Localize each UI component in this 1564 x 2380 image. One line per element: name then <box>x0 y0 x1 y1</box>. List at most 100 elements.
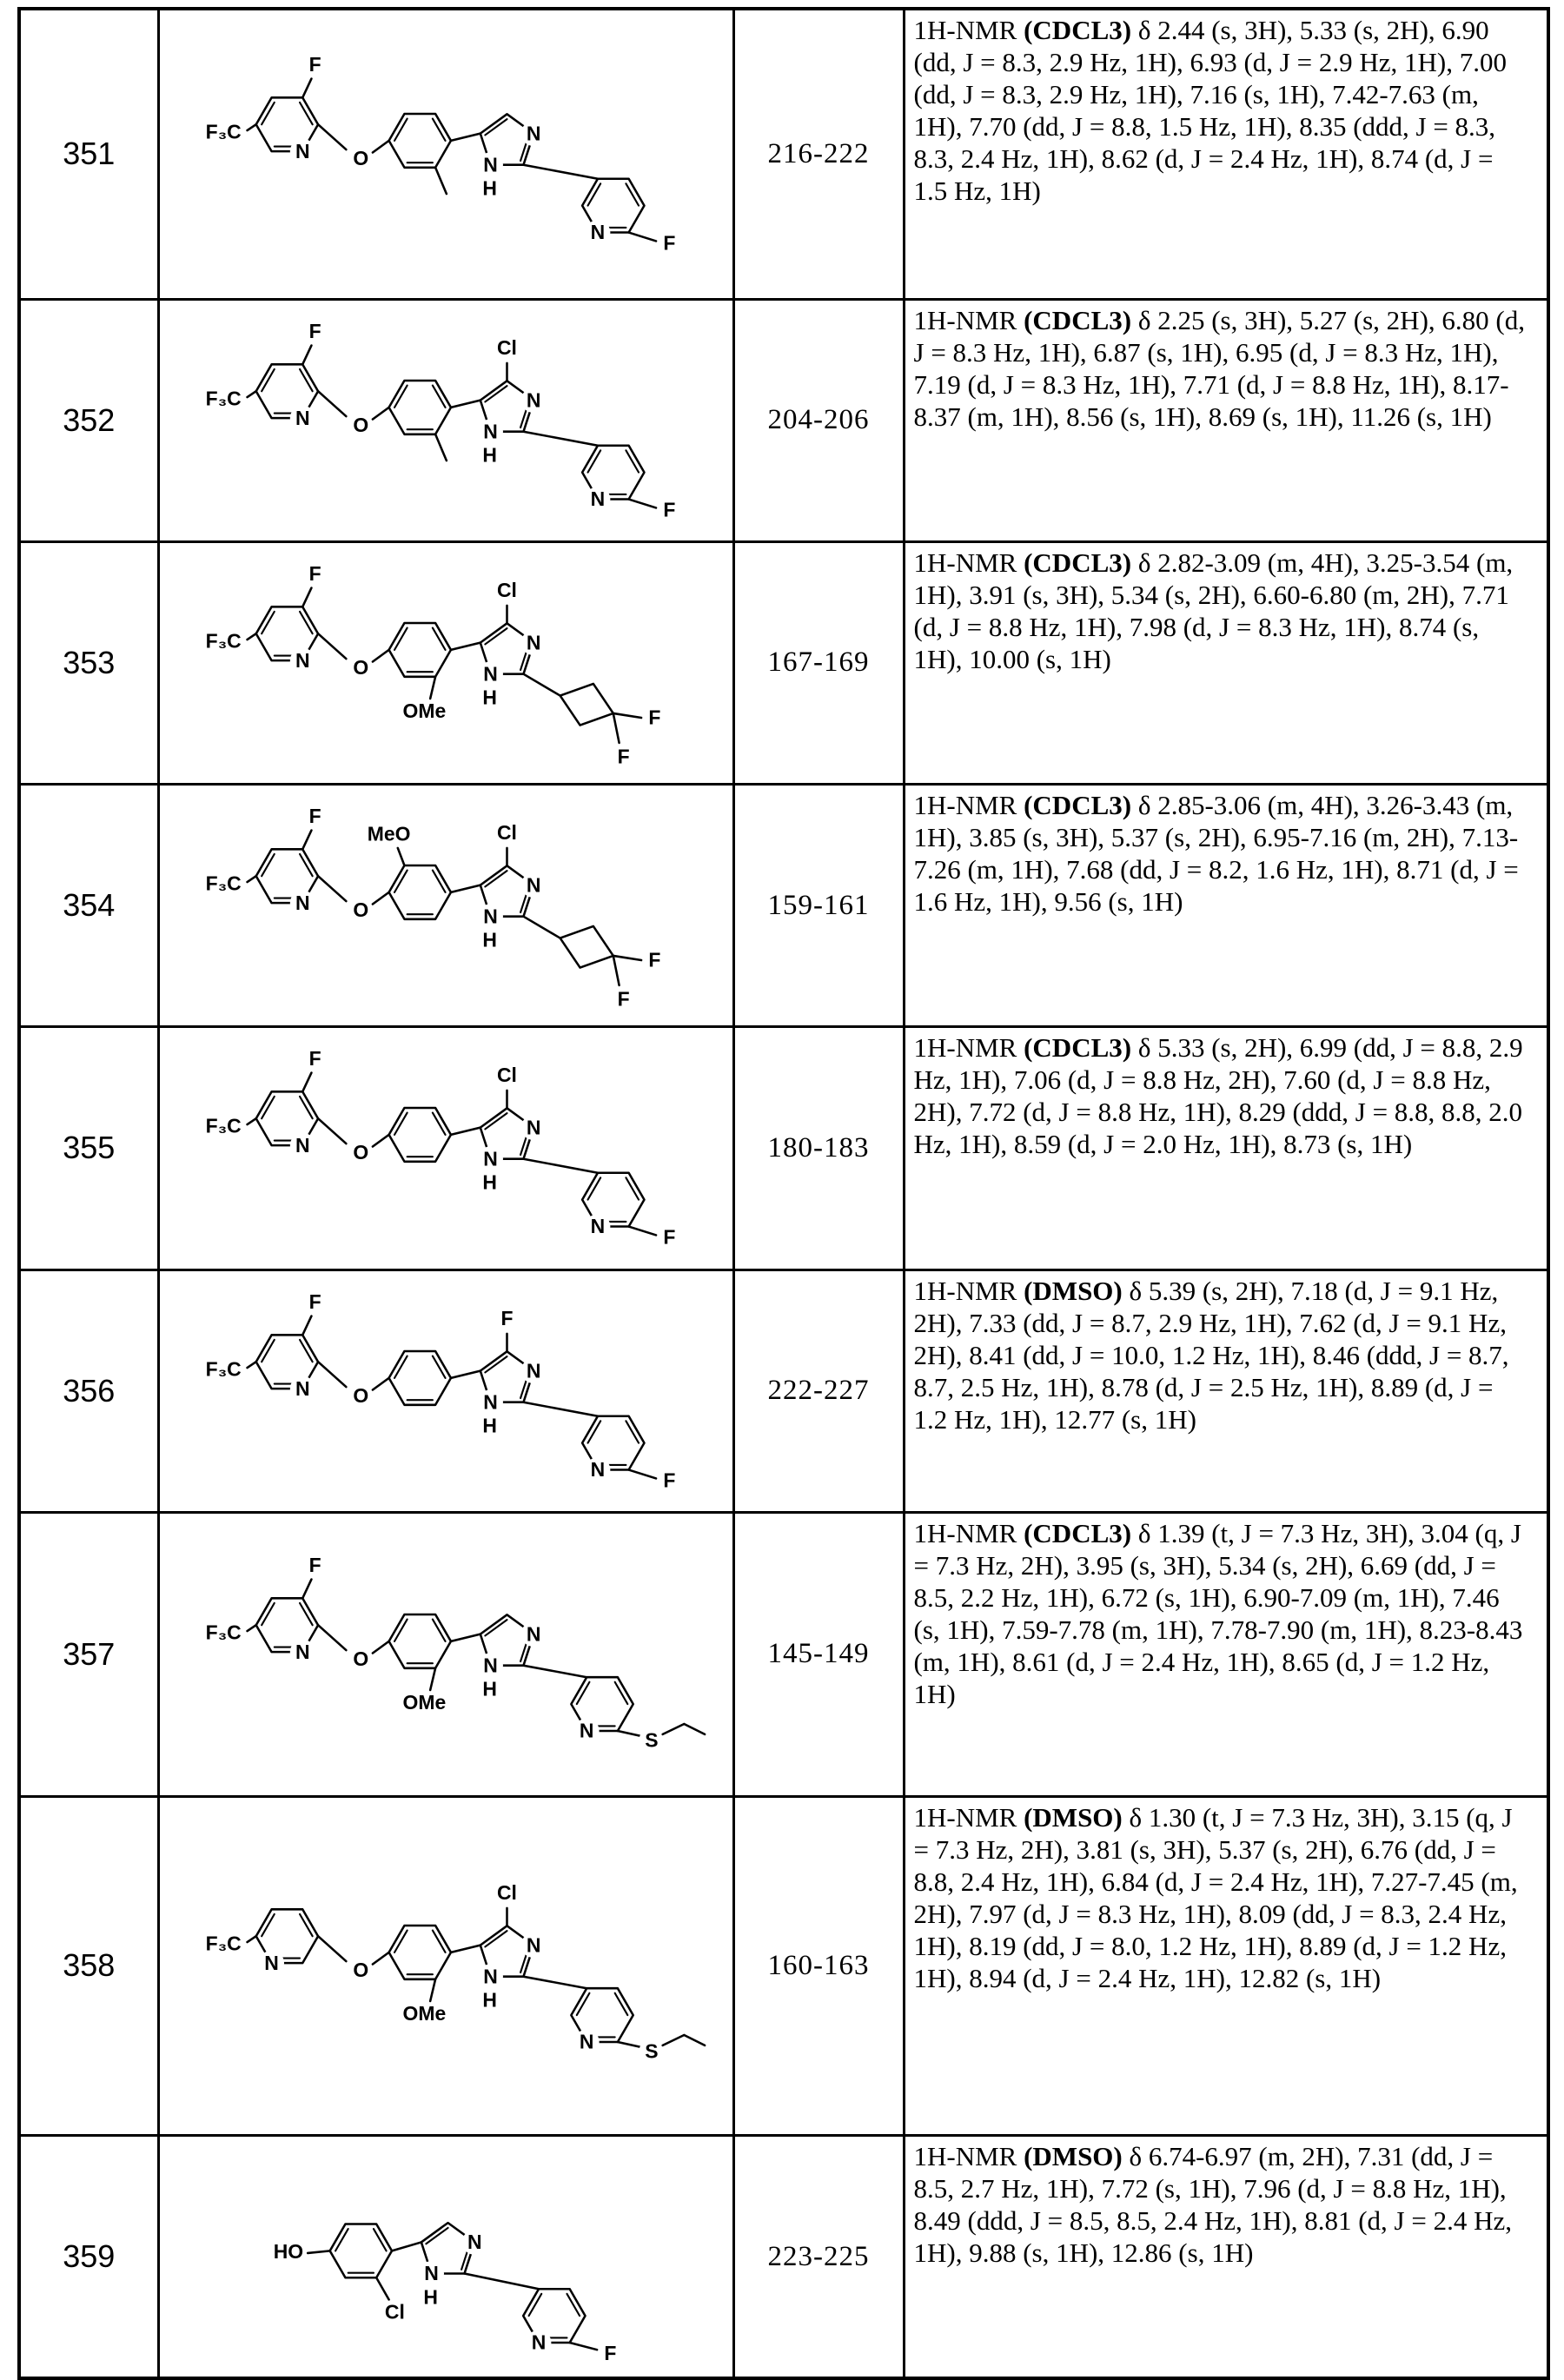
svg-text:N: N <box>527 1359 541 1382</box>
svg-text:N: N <box>591 221 606 243</box>
svg-text:H: H <box>482 1989 497 2012</box>
nmr-prefix: 1H-NMR <box>913 1032 1024 1064</box>
svg-text:H: H <box>482 929 497 951</box>
nmr-prefix: 1H-NMR <box>913 1801 1024 1833</box>
svg-text:F₃C: F₃C <box>206 1621 242 1643</box>
svg-text:Cl: Cl <box>497 1064 517 1086</box>
svg-text:N: N <box>580 2031 594 2053</box>
structure-cell: F₃C F N O OMe Cl N N H F F <box>156 540 735 786</box>
nmr-shifts: δ 1.39 (t, J = 7.3 Hz, 3H), 3.04 (q, J =… <box>913 1517 1523 1709</box>
svg-text:OMe: OMe <box>403 1691 447 1714</box>
nmr-shifts: δ 6.74-6.97 (m, 2H), 7.31 (dd, J = 8.5, … <box>913 2140 1513 2268</box>
svg-text:N: N <box>483 153 498 176</box>
nmr-cell: 1H-NMR (CDCL3) δ 2.44 (s, 3H), 5.33 (s, … <box>902 7 1550 301</box>
svg-text:F₃C: F₃C <box>206 1933 242 1955</box>
nmr-shifts: δ 2.44 (s, 3H), 5.33 (s, 2H), 6.90 (dd, … <box>913 15 1507 206</box>
svg-text:N: N <box>424 2262 439 2284</box>
svg-text:F₃C: F₃C <box>206 1357 242 1380</box>
svg-text:O: O <box>353 1647 368 1670</box>
svg-text:N: N <box>295 1376 310 1399</box>
nmr-cell: 1H-NMR (CDCL3) δ 1.39 (t, J = 7.3 Hz, 3H… <box>902 1510 1550 1798</box>
svg-text:Cl: Cl <box>497 579 517 601</box>
svg-text:O: O <box>353 147 368 169</box>
table-row: 351 F₃C F N O N N H N F 216-222 1H-NMR (CDCL3) δ… <box>17 7 1550 301</box>
nmr-shifts: δ 2.85-3.06 (m, 4H), 3.26-3.43 (m, 1H), … <box>913 790 1519 918</box>
compound-number: 355 <box>17 1025 160 1271</box>
svg-text:N: N <box>527 1622 541 1645</box>
svg-text:F: F <box>663 498 675 520</box>
compound-number: 352 <box>17 297 160 543</box>
nmr-solvent: (CDCL3) <box>1024 790 1132 821</box>
svg-text:N: N <box>295 406 310 428</box>
compound-number: 359 <box>17 2133 160 2380</box>
svg-text:F: F <box>309 53 321 76</box>
svg-text:O: O <box>353 1959 368 1981</box>
nmr-shifts: δ 5.39 (s, 2H), 7.18 (d, J = 9.1 Hz, 2H)… <box>913 1275 1509 1435</box>
structure-cell: HO Cl N N H N F <box>156 2133 735 2380</box>
table-row: 352 F₃C F N O Cl N N H N F 204-206 1H-NMR (CDCL3)… <box>17 297 1550 543</box>
svg-text:N: N <box>580 1719 594 1741</box>
svg-text:S: S <box>645 2040 658 2063</box>
compound-number: 354 <box>17 783 160 1029</box>
svg-text:N: N <box>483 1148 498 1170</box>
nmr-cell: 1H-NMR (DMSO) δ 6.74-6.97 (m, 2H), 7.31 … <box>902 2133 1550 2380</box>
svg-text:H: H <box>482 177 497 200</box>
melting-point: 145-149 <box>732 1510 905 1798</box>
svg-text:H: H <box>482 686 497 709</box>
svg-text:N: N <box>532 2331 547 2354</box>
svg-text:O: O <box>353 413 368 435</box>
svg-text:N: N <box>295 1134 310 1157</box>
svg-text:H: H <box>482 443 497 466</box>
svg-text:N: N <box>591 487 606 510</box>
svg-text:Cl: Cl <box>497 1881 517 1904</box>
svg-text:H: H <box>482 1678 497 1700</box>
nmr-solvent: (CDCL3) <box>1024 304 1132 335</box>
melting-point: 160-163 <box>732 1794 905 2137</box>
svg-text:N: N <box>467 2231 482 2253</box>
nmr-solvent: (CDCL3) <box>1024 547 1132 578</box>
svg-text:F: F <box>500 1306 513 1329</box>
svg-text:H: H <box>482 1171 497 1194</box>
nmr-solvent: (DMSO) <box>1024 1275 1123 1306</box>
compound-number: 357 <box>17 1510 160 1798</box>
nmr-solvent: (CDCL3) <box>1024 1032 1132 1064</box>
nmr-shifts: δ 5.33 (s, 2H), 6.99 (dd, J = 8.8, 2.9 H… <box>913 1032 1523 1160</box>
structure-cell: F₃C F N O F N N H N F <box>156 1268 735 1514</box>
nmr-shifts: δ 2.82-3.09 (m, 4H), 3.25-3.54 (m, 1H), … <box>913 547 1514 674</box>
svg-text:H: H <box>482 1414 497 1436</box>
svg-text:N: N <box>483 1390 498 1413</box>
svg-text:F: F <box>309 562 321 585</box>
nmr-cell: 1H-NMR (DMSO) δ 5.39 (s, 2H), 7.18 (d, J… <box>902 1268 1550 1514</box>
table-row: 353 F₃C F N O OMe Cl N N H F F 167-169 1H-NMR (CDC… <box>17 540 1550 786</box>
svg-text:Cl: Cl <box>497 335 517 358</box>
svg-text:F: F <box>663 1468 675 1491</box>
svg-text:N: N <box>295 892 310 914</box>
svg-text:F₃C: F₃C <box>206 120 242 143</box>
svg-text:F: F <box>309 1290 321 1313</box>
svg-text:F: F <box>309 805 321 827</box>
melting-point: 180-183 <box>732 1025 905 1271</box>
svg-text:F₃C: F₃C <box>206 629 242 652</box>
nmr-cell: 1H-NMR (CDCL3) δ 2.85-3.06 (m, 4H), 3.26… <box>902 783 1550 1029</box>
nmr-shifts: δ 1.30 (t, J = 7.3 Hz, 3H), 3.15 (q, J =… <box>913 1801 1518 1993</box>
table-row: 355 F₃C F N O Cl N N H N F 180-183 1H-NMR (CDCL3)… <box>17 1025 1550 1271</box>
nmr-cell: 1H-NMR (CDCL3) δ 5.33 (s, 2H), 6.99 (dd,… <box>902 1025 1550 1271</box>
svg-text:N: N <box>591 1458 606 1481</box>
svg-text:MeO: MeO <box>368 823 411 845</box>
svg-text:N: N <box>295 1641 310 1663</box>
compound-number: 356 <box>17 1268 160 1514</box>
svg-text:H: H <box>423 2285 438 2308</box>
svg-text:N: N <box>527 122 541 144</box>
nmr-cell: 1H-NMR (CDCL3) δ 2.25 (s, 3H), 5.27 (s, … <box>902 297 1550 543</box>
compound-table: 351 F₃C F N O N N H N F 216-222 1H-NMR (CDCL3) δ… <box>17 7 1550 2380</box>
melting-point: 159-161 <box>732 783 905 1029</box>
structure-cell: F₃C F N O OMe N N H N S <box>156 1510 735 1798</box>
svg-text:O: O <box>353 1141 368 1163</box>
svg-text:F₃C: F₃C <box>206 1115 242 1137</box>
svg-text:N: N <box>295 140 310 162</box>
